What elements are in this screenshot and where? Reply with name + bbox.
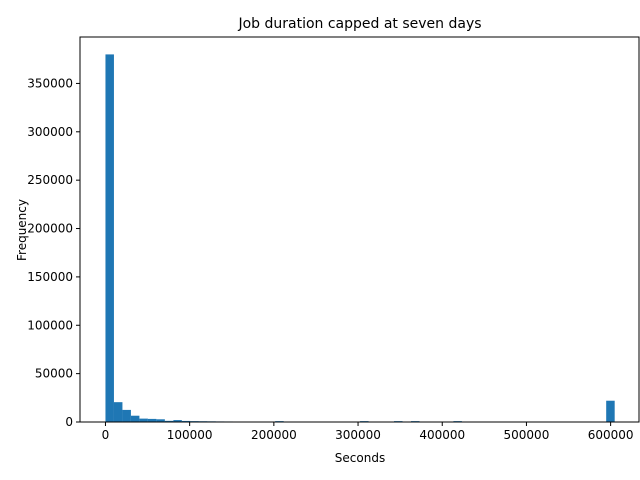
bars-group xyxy=(105,54,615,422)
y-axis: 0 50000 100000 150000 200000 250000 300000 3500… xyxy=(27,76,80,429)
y-tick-label: 50000 xyxy=(35,367,73,381)
x-tick-label: 100000 xyxy=(167,428,213,442)
x-tick-label: 300000 xyxy=(335,428,381,442)
histogram-bar xyxy=(130,415,140,422)
x-axis: 0 100000 200000 300000 400000 500000 600000 xyxy=(102,422,634,442)
x-tick-label: 600000 xyxy=(588,428,634,442)
y-tick-label: 250000 xyxy=(27,173,73,187)
x-tick-label: 0 xyxy=(102,428,110,442)
histogram-bar xyxy=(147,418,157,422)
histogram-bar xyxy=(164,420,174,422)
histogram-bar xyxy=(122,409,131,422)
chart-title: Job duration capped at seven days xyxy=(237,16,481,32)
y-tick-label: 300000 xyxy=(27,125,73,139)
plot-frame xyxy=(79,36,640,423)
histogram-bar xyxy=(173,420,182,422)
x-tick-label: 500000 xyxy=(504,428,550,442)
y-tick-label: 350000 xyxy=(27,76,73,90)
histogram-bar xyxy=(139,418,148,422)
x-tick-label: 400000 xyxy=(419,428,465,442)
y-tick-label: 200000 xyxy=(27,222,73,236)
x-tick-label: 200000 xyxy=(251,428,297,442)
histogram-bar xyxy=(606,400,615,422)
y-axis-label: Frequency xyxy=(15,199,29,261)
y-tick-label: 0 xyxy=(65,415,73,429)
histogram-bar xyxy=(113,402,123,422)
histogram-bar xyxy=(156,419,165,422)
histogram-bar xyxy=(181,420,191,422)
histogram-bar xyxy=(105,54,114,422)
y-tick-label: 100000 xyxy=(27,318,73,332)
x-axis-label: Seconds xyxy=(335,451,385,465)
y-tick-label: 150000 xyxy=(27,270,73,284)
